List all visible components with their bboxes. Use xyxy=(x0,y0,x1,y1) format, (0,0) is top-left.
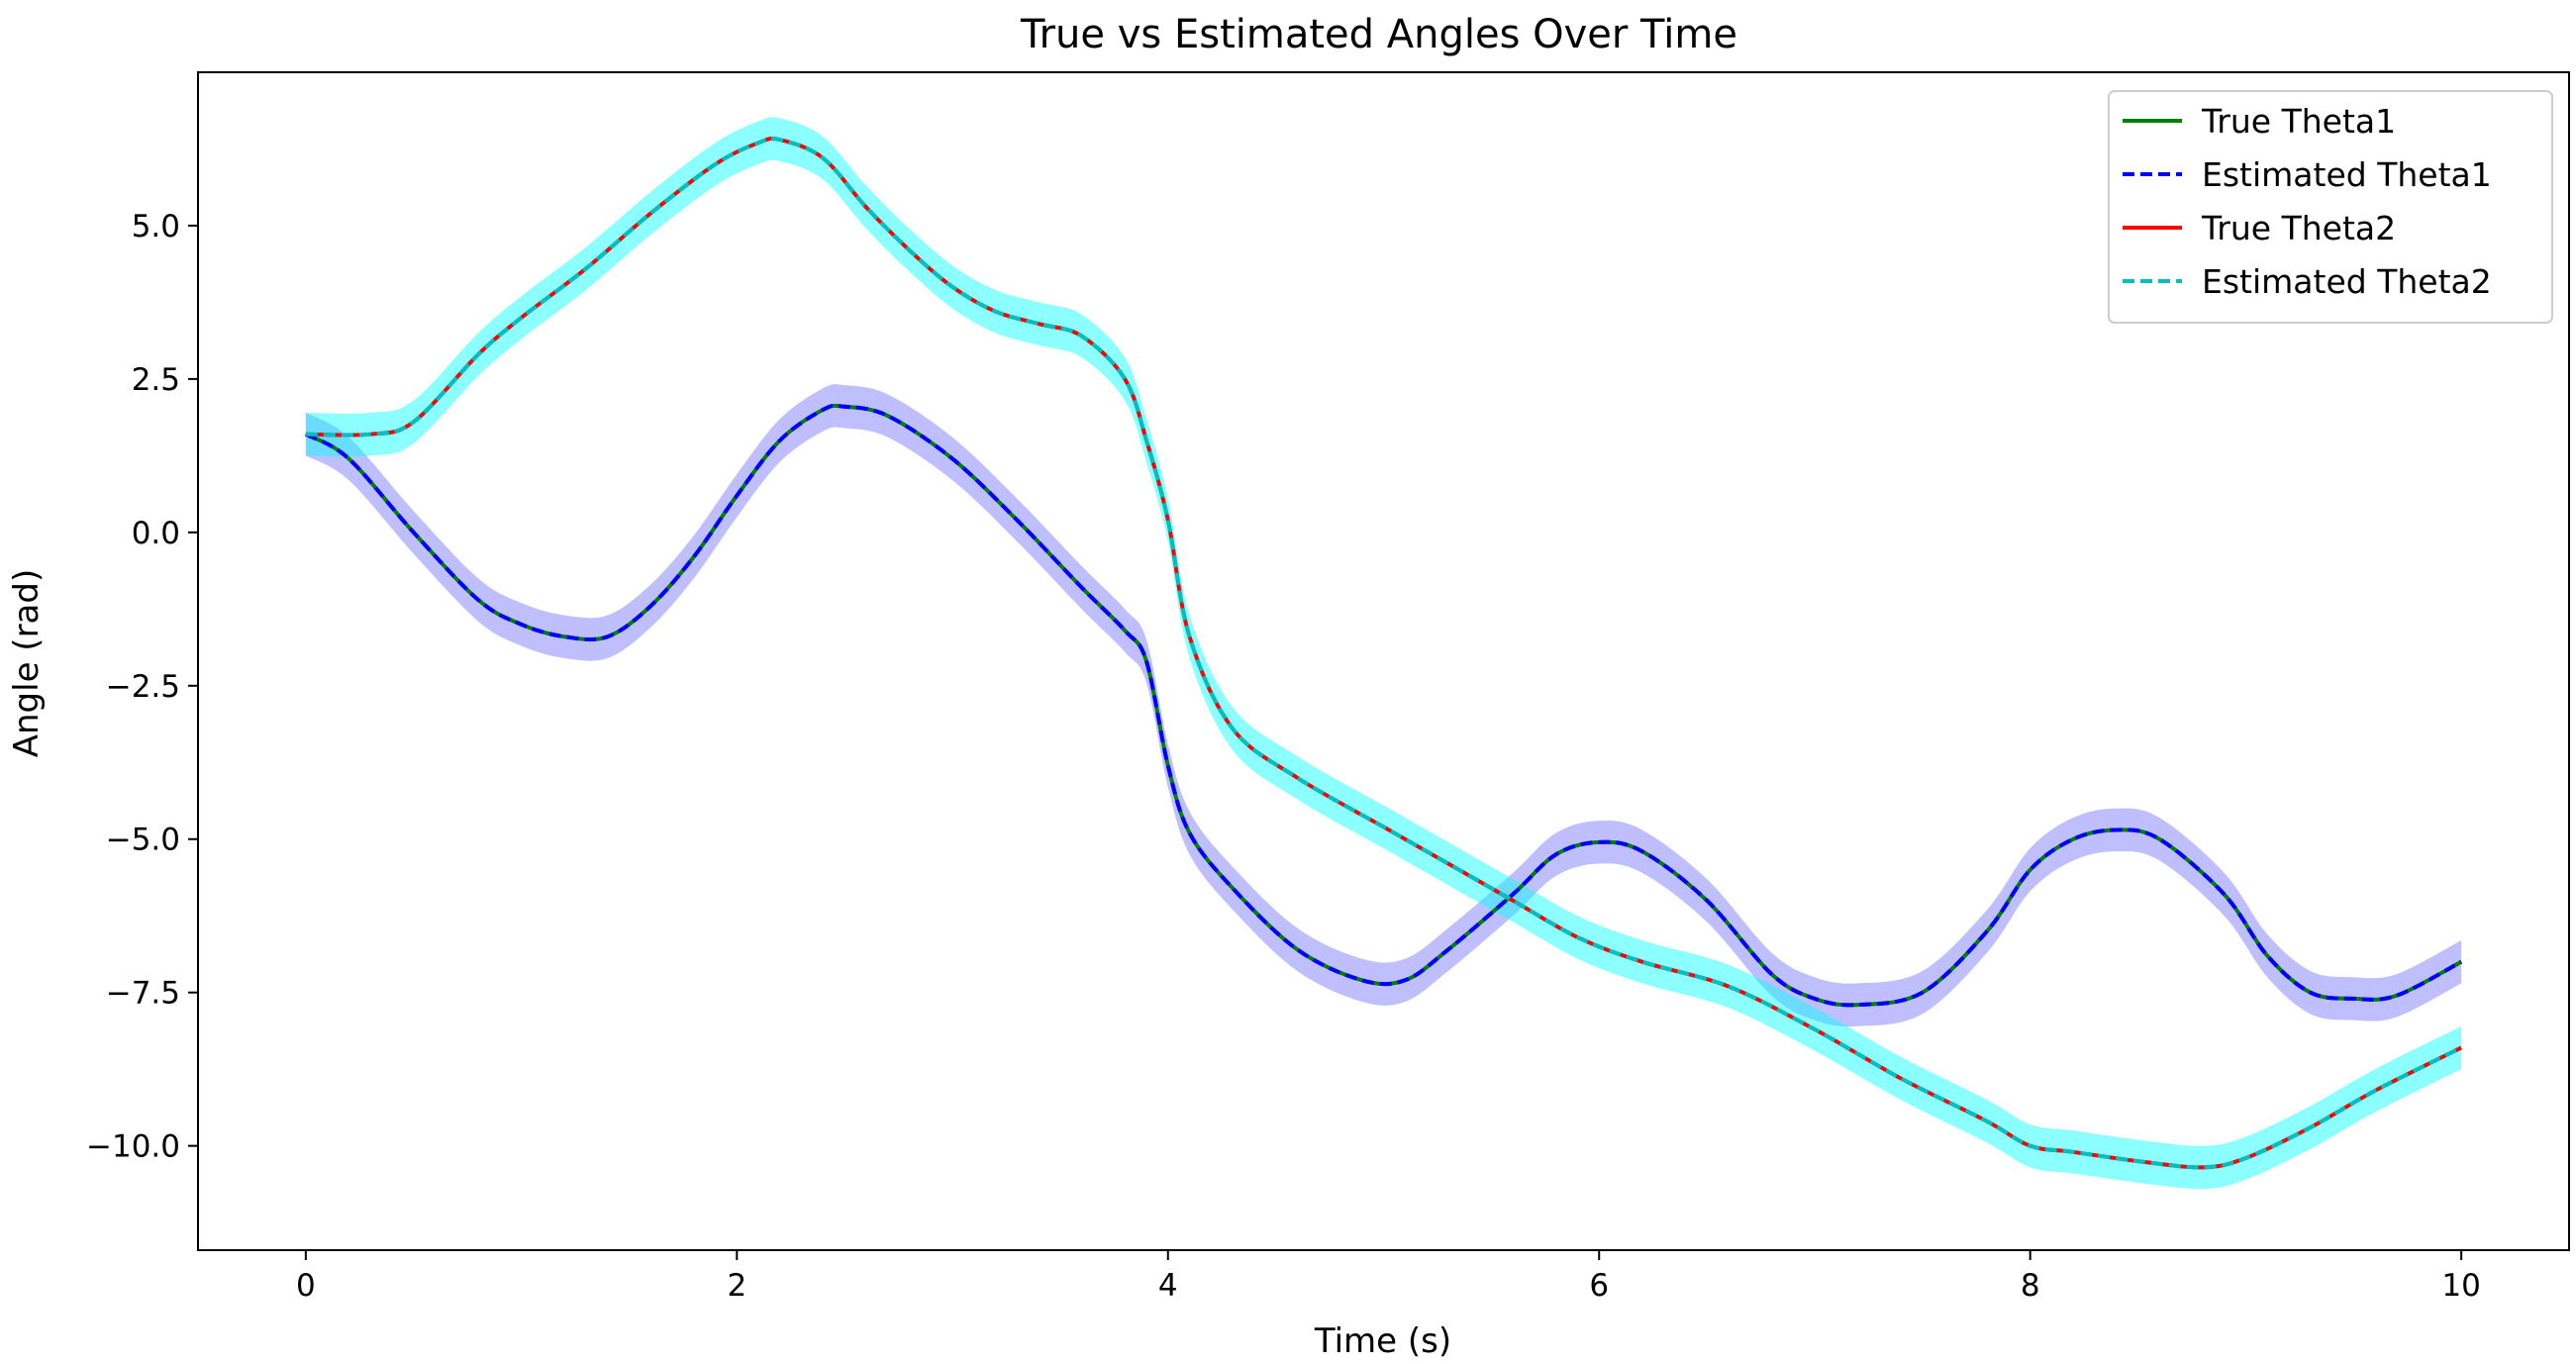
series-line-4 xyxy=(305,136,2463,1170)
y-axis-label: Angle (rad) xyxy=(7,569,47,758)
legend-label: Estimated Theta2 xyxy=(2202,262,2492,301)
y-tick-label: 2.5 xyxy=(132,362,180,398)
y-tick-label: −2.5 xyxy=(106,669,180,705)
x-tick-label: 8 xyxy=(2021,1268,2040,1304)
y-axis: 5.0 2.5 0.0 −2.5 −5.0 −7.5 −10.0 xyxy=(86,209,198,1165)
x-tick-label: 4 xyxy=(1158,1268,1178,1304)
y-tick-label: −5.0 xyxy=(106,823,180,858)
x-tick-label: 2 xyxy=(727,1268,746,1304)
x-tick-label: 10 xyxy=(2441,1268,2480,1304)
legend-box xyxy=(2108,90,2553,324)
series-lines xyxy=(304,136,2463,1170)
x-tick-label: 0 xyxy=(296,1268,316,1304)
y-tick-label: −10.0 xyxy=(86,1129,180,1165)
y-tick-label: −7.5 xyxy=(106,976,180,1012)
legend-label: True Theta2 xyxy=(2201,209,2396,247)
y-tick-label: 0.0 xyxy=(132,516,180,551)
legend-label: True Theta1 xyxy=(2201,102,2396,141)
chart-title: True vs Estimated Angles Over Time xyxy=(1020,12,1737,57)
plot-area xyxy=(197,71,2570,1251)
x-axis-label: Time (s) xyxy=(1314,1321,1451,1361)
series-line-2 xyxy=(304,403,2463,1008)
x-axis: 0 2 4 6 8 10 xyxy=(296,1250,2481,1304)
x-tick-label: 6 xyxy=(1589,1268,1609,1304)
legend-label: Estimated Theta1 xyxy=(2202,155,2492,194)
plot-frame xyxy=(197,71,2570,1251)
legend: True Theta1 Estimated Theta1 True Theta2 Es… xyxy=(2108,90,2553,324)
y-tick-label: 5.0 xyxy=(132,209,180,244)
